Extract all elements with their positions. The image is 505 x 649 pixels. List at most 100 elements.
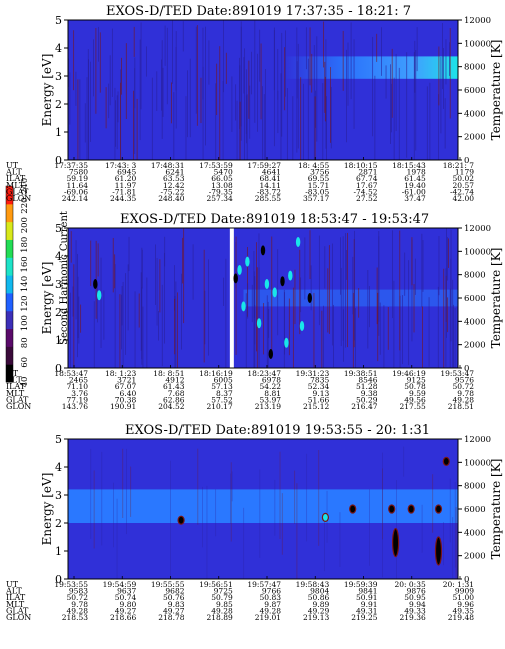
table-cell: 357.17 — [303, 194, 329, 203]
table-cell: 7580 — [69, 168, 88, 177]
table-cell: 11.64 — [67, 181, 89, 190]
heatmap-speck — [434, 536, 443, 566]
table-cell: 19:46:19 — [392, 369, 426, 378]
colorbar-cell — [6, 364, 13, 383]
texture-stripe — [138, 293, 140, 328]
texture-stripe — [230, 473, 232, 524]
heatmap-speck — [237, 265, 242, 275]
table-cell: 59.19 — [67, 174, 89, 183]
heatmap-speck — [241, 301, 246, 312]
texture-stripe — [181, 273, 182, 350]
texture-stripe — [175, 31, 177, 129]
texture-stripe — [256, 267, 258, 368]
table-cell: 37.47 — [404, 194, 426, 203]
texture-stripe — [172, 20, 173, 84]
table-cell: 12.42 — [163, 181, 185, 190]
colorbar-cell — [6, 257, 13, 276]
texture-stripe — [86, 77, 88, 160]
colorbar-cell — [6, 328, 13, 347]
texture-stripe — [296, 483, 298, 579]
y2-axis-label: Temperature [K] — [489, 40, 503, 141]
texture-stripe — [182, 21, 184, 52]
texture-stripe — [204, 290, 206, 345]
table-cell: 18:21: 7 — [443, 161, 475, 170]
texture-stripe — [324, 246, 326, 289]
texture-stripe — [105, 87, 107, 129]
texture-stripe — [219, 46, 221, 160]
table-row-label: ALT — [5, 376, 22, 385]
texture-stripe — [381, 27, 382, 76]
table-cell: 218.78 — [158, 613, 184, 622]
texture-stripe — [77, 253, 78, 358]
table-cell: 61.45 — [404, 174, 426, 183]
y2-tick-label: 8000 — [464, 482, 486, 492]
heatmap-speck — [284, 337, 289, 348]
texture-stripe — [263, 303, 265, 355]
texture-stripe — [175, 281, 177, 368]
table-cell: 20.57 — [453, 181, 475, 190]
texture-stripe — [266, 295, 268, 368]
texture-stripe — [70, 231, 72, 263]
table-row-label: GLON — [6, 402, 31, 411]
texture-stripe — [307, 58, 309, 160]
texture-stripe — [103, 290, 105, 340]
table-cell: 218.89 — [207, 613, 233, 622]
texture-stripe — [354, 230, 355, 341]
texture-stripe — [286, 88, 288, 160]
texture-stripe — [323, 305, 324, 368]
texture-stripe — [216, 63, 218, 116]
table-cell: 18:53:47 — [54, 369, 88, 378]
table-cell: 66.05 — [211, 174, 233, 183]
y-tick-label: 3 — [55, 489, 62, 502]
texture-stripe — [133, 90, 134, 160]
texture-stripe — [203, 249, 205, 363]
table-cell: 19:57:47 — [247, 580, 281, 589]
texture-stripe — [325, 39, 327, 149]
texture-stripe — [192, 244, 194, 300]
texture-stripe — [321, 310, 323, 368]
texture-stripe — [452, 279, 454, 368]
y2-tick-label: 4000 — [464, 317, 486, 327]
table-cell: 71.10 — [67, 382, 89, 391]
table-cell: 17:53:59 — [199, 161, 233, 170]
texture-stripe — [383, 305, 385, 368]
texture-stripe — [122, 281, 124, 368]
table-cell: -79.35 — [209, 187, 233, 196]
texture-stripe — [314, 96, 316, 160]
texture-stripe — [69, 292, 71, 368]
table-cell: 5470 — [214, 168, 233, 177]
table-cell: 219.01 — [255, 613, 281, 622]
y-tick-label: 2 — [55, 306, 62, 319]
table-cell: 219.36 — [400, 613, 426, 622]
table-cell: 19:55:55 — [151, 580, 185, 589]
texture-stripe — [333, 304, 334, 368]
table-cell: 9.91 — [361, 600, 378, 609]
texture-stripe — [225, 258, 227, 368]
texture-stripe — [438, 46, 440, 106]
texture-stripe — [96, 283, 98, 323]
texture-stripe — [247, 283, 249, 319]
texture-stripe — [374, 75, 376, 160]
texture-stripe — [245, 293, 247, 368]
table-cell: 9876 — [407, 587, 426, 596]
y2-tick-label: 10000 — [464, 458, 491, 468]
table-cell: 51.00 — [453, 593, 475, 602]
texture-stripe — [230, 462, 232, 542]
texture-stripe — [262, 86, 263, 160]
texture-stripe — [326, 96, 327, 160]
table-cell: 17:37:35 — [54, 161, 88, 170]
texture-stripe — [402, 295, 403, 365]
table-cell: 49.28 — [260, 606, 282, 615]
texture-stripe — [200, 77, 202, 124]
texture-stripe — [347, 232, 348, 348]
texture-stripe — [166, 27, 168, 105]
texture-stripe — [170, 82, 172, 124]
table-cell: 3.76 — [71, 389, 88, 398]
table-cell: 9.38 — [361, 389, 378, 398]
table-cell: 68.41 — [260, 174, 281, 183]
colorbar-label: Second Harmonic Current — [59, 211, 70, 345]
heatmap-speck — [299, 321, 305, 331]
texture-stripe — [330, 86, 332, 149]
